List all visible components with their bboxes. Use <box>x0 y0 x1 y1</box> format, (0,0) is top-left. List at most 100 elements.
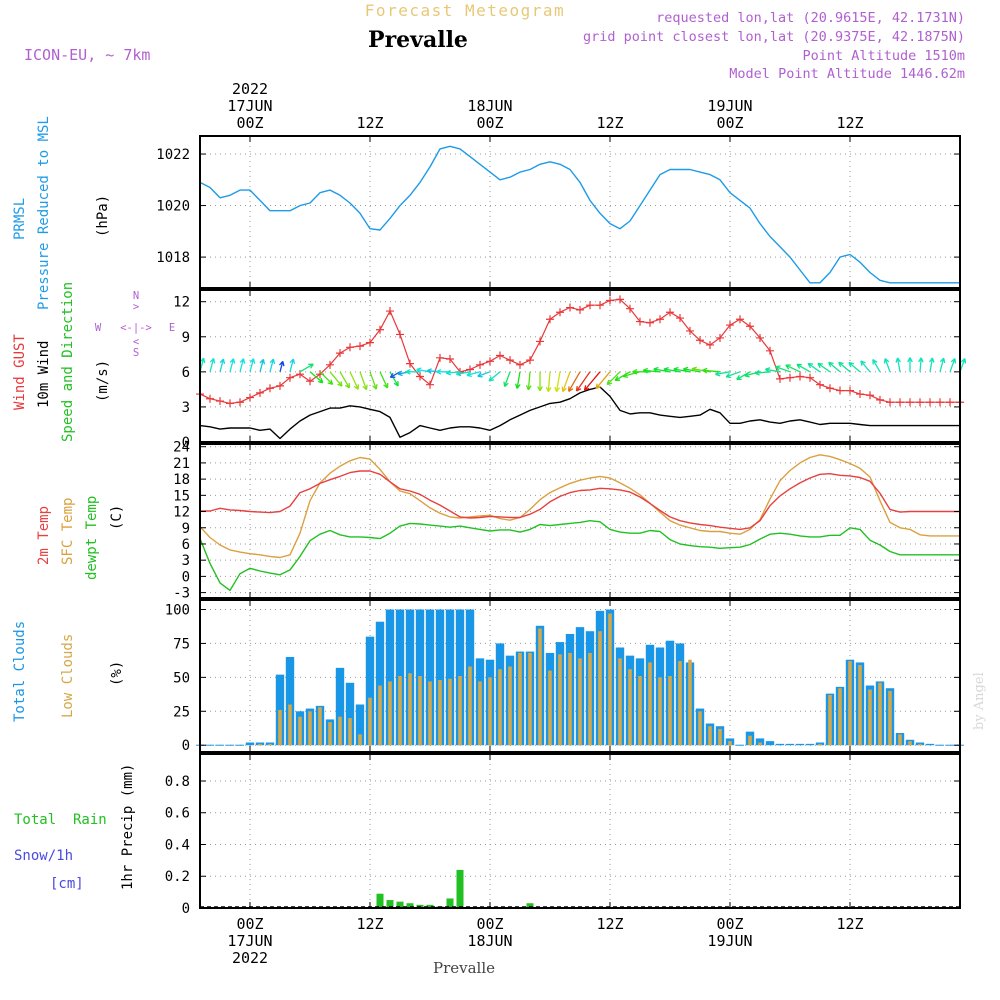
wind-direction-arrow <box>785 364 801 373</box>
low-clouds-bar <box>478 681 482 746</box>
low-clouds-bar <box>558 654 562 746</box>
precip-ytick-label: 0.6 <box>165 806 190 822</box>
low-clouds-bar <box>578 658 582 746</box>
temp-ytick-label: 15 <box>173 488 190 504</box>
total-clouds-bar <box>795 743 805 746</box>
wind-gust-marker <box>906 398 914 407</box>
wind-gust-marker <box>226 399 234 408</box>
compass-s: S <box>133 347 139 359</box>
wind-gust-marker <box>746 322 754 331</box>
gridpoint-coords: grid point closest lon,lat (20.9375E, 42… <box>583 29 965 45</box>
wind-direction-arrow <box>754 369 771 376</box>
low-clouds-bar <box>468 666 472 746</box>
low-clouds-bar <box>378 685 382 746</box>
credit-label: by Angel <box>972 672 987 730</box>
temp-dewpt-label: dewpt Temp <box>84 496 100 580</box>
precip-ytick-label: 0.4 <box>165 837 190 853</box>
clouds-total-label: Total Clouds <box>12 621 28 722</box>
wind-gust-marker <box>856 390 864 399</box>
precip-unit: 1hr Precip (mm) <box>120 764 136 890</box>
low-clouds-bar <box>628 669 632 746</box>
low-clouds-bar <box>908 741 912 746</box>
wind-gust-marker <box>646 318 654 327</box>
compass-v1: > <box>133 301 139 313</box>
top-axis-label: 19JUN <box>707 97 752 115</box>
precip-panel-frame <box>199 753 961 909</box>
wind-gust-marker <box>896 398 904 407</box>
low-clouds-bar <box>358 734 362 746</box>
total-clouds-bar <box>425 609 435 746</box>
wind-ytick-label: 12 <box>173 295 190 311</box>
bottom-axis-label: 12Z <box>356 915 383 933</box>
low-clouds-bar <box>878 682 882 746</box>
rain-bar <box>386 900 394 908</box>
wind-gust-marker <box>816 380 824 389</box>
low-clouds-bar <box>658 677 662 746</box>
wind-direction-arrow <box>848 361 861 373</box>
total-clouds-bar <box>765 741 775 746</box>
rain-bar <box>396 901 404 908</box>
wind-direction-arrow <box>219 358 226 372</box>
wind-gust-marker <box>676 314 684 323</box>
wind-gust-label: Wind GUST <box>12 334 28 410</box>
wind-gust-marker <box>556 308 564 317</box>
compass-n: N <box>133 290 139 302</box>
low-clouds-bar <box>568 652 572 746</box>
low-clouds-bar <box>528 652 532 746</box>
low-clouds-bar <box>858 665 862 746</box>
low-clouds-bar <box>888 690 892 746</box>
wind-gust-marker <box>716 333 724 342</box>
low-clouds-bar <box>518 652 522 746</box>
temp-ytick-label: 3 <box>182 553 190 569</box>
top-axis-label: 17JUN <box>227 97 272 115</box>
wind-direction-arrow <box>907 357 913 372</box>
wind-direction-arrow <box>622 371 641 379</box>
wind-direction-arrow <box>389 371 399 387</box>
low-clouds-bar <box>338 716 342 746</box>
wind-gust-marker <box>926 398 934 407</box>
wind-direction-arrow <box>537 371 543 392</box>
low-clouds-bar <box>278 709 282 746</box>
sfc-temp-series-line <box>199 454 960 559</box>
wind-gust-marker <box>806 373 814 382</box>
wind-direction-arrow <box>349 371 359 390</box>
temp-ytick-label: 9 <box>182 521 190 537</box>
temp-ytick-label: -3 <box>173 586 190 602</box>
total-clouds-bar <box>345 682 355 746</box>
clouds-ytick-label: 0 <box>182 738 190 754</box>
temp-ytick-label: 18 <box>173 472 190 488</box>
wind-gust-marker <box>616 295 624 304</box>
wind-gust-marker <box>276 381 284 390</box>
bottom-axis-label: 00Z <box>236 915 263 933</box>
model-altitude: Model Point Altitude 1446.62m <box>729 66 965 82</box>
temp-ytick-label: 0 <box>182 569 190 585</box>
pressure-label-2: Pressure Reduced to MSL <box>36 116 52 310</box>
wind-gust-marker <box>636 317 644 326</box>
rain-bar <box>426 904 434 908</box>
low-clouds-bar <box>618 658 622 746</box>
temp-panel-frame <box>199 443 961 599</box>
bottom-axis-label: 18JUN <box>467 932 512 950</box>
wind-direction-arrow <box>765 367 781 373</box>
wind-gust-marker <box>336 349 344 358</box>
low-clouds-bar <box>688 659 692 746</box>
bottom-axis-label: 12Z <box>596 915 623 933</box>
wind-gust-marker <box>936 398 944 407</box>
low-clouds-bar <box>348 718 352 746</box>
low-clouds-bar <box>328 722 332 746</box>
wind-10m-label: 10m Wind <box>36 341 52 408</box>
total-clouds-bar <box>385 609 395 746</box>
wind-gust-marker <box>886 398 894 407</box>
clouds-ytick-label: 25 <box>173 704 190 720</box>
wind-gust-marker <box>656 315 664 324</box>
wind-direction-arrow <box>683 366 701 373</box>
wind-gust-marker <box>626 304 634 313</box>
wind-direction-arrow <box>503 371 511 388</box>
pressure-ytick-label: 1020 <box>156 199 190 215</box>
wind-ytick-label: 9 <box>182 330 190 346</box>
page-title: Prevalle <box>368 27 468 53</box>
wind-gust-marker <box>696 336 704 345</box>
wind-direction-arrow <box>883 358 891 373</box>
total-clouds-bar <box>775 743 785 746</box>
low-clouds-bar <box>388 681 392 746</box>
